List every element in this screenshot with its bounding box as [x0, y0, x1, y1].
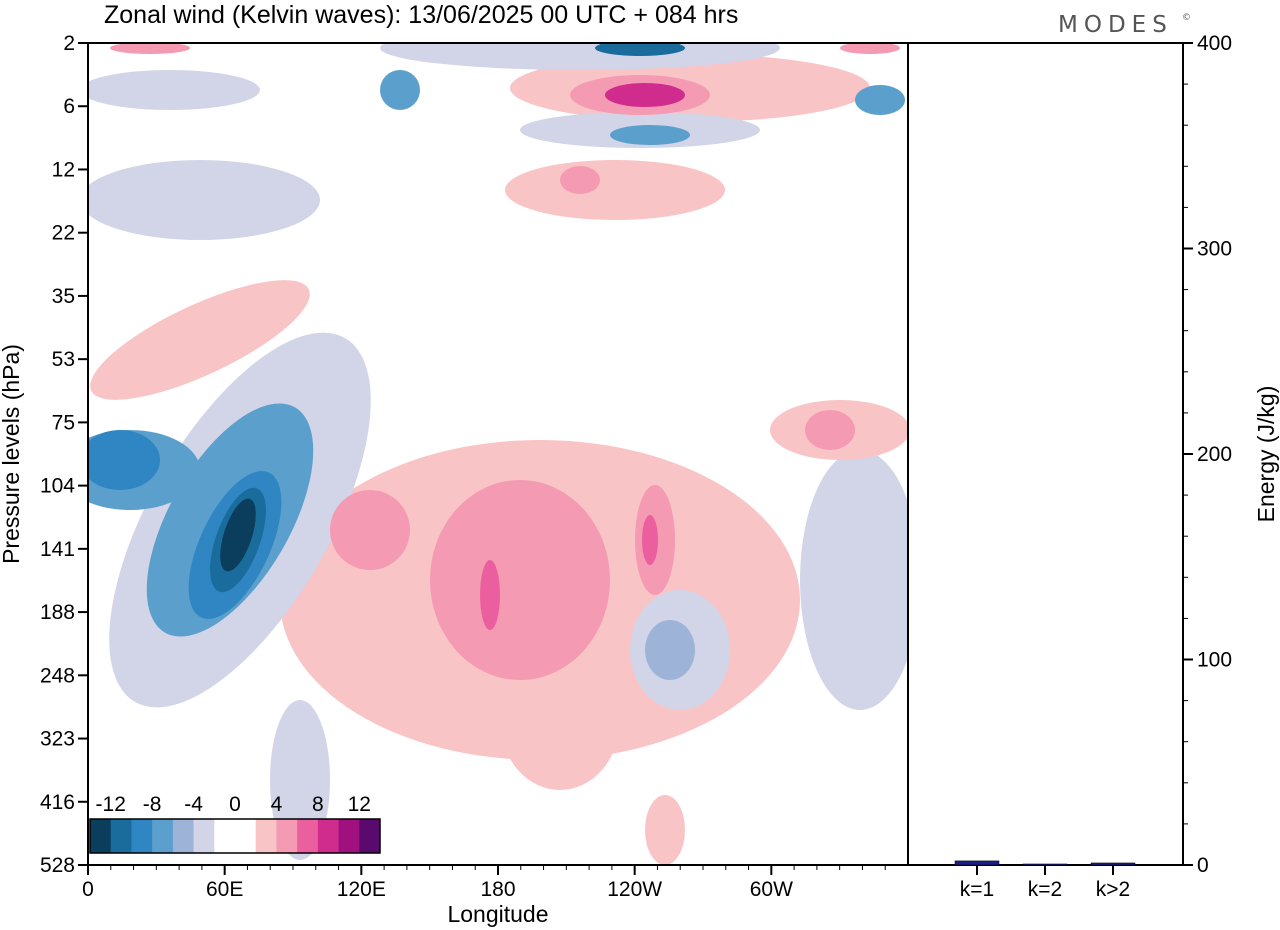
colorbar-label: 0 [229, 793, 241, 816]
heat-region [855, 85, 905, 115]
heat-region [505, 160, 725, 220]
energy-tick-label: 200 [1197, 443, 1232, 466]
heat-region [430, 480, 610, 680]
energy-category-label: k>2 [1096, 878, 1130, 901]
colorbar-swatch [338, 819, 360, 853]
x-axis-title: Longitude [447, 901, 548, 927]
heat-region [800, 450, 908, 710]
colorbar-swatch [255, 819, 277, 853]
energy-bar [954, 860, 1000, 866]
energy-bars [954, 860, 1136, 866]
x-tick-label: 180 [480, 878, 515, 901]
y-tick-label: 528 [40, 854, 75, 877]
heat-region [220, 498, 256, 572]
colorbar-label: -12 [96, 793, 126, 816]
colorbar-swatch [193, 819, 215, 853]
colorbar-frame [89, 818, 381, 854]
colorbar-swatch [172, 819, 195, 853]
heat-region [88, 430, 160, 490]
y-tick-label: 416 [40, 791, 75, 814]
colorbar-swatch [235, 819, 257, 853]
x-tick-label: 60E [206, 878, 243, 901]
colorbar-swatch [152, 819, 174, 853]
energy-category-label: k=1 [960, 878, 994, 901]
x-tick-labels: 0 60E 120E 180 120W 60W [82, 865, 886, 901]
colorbar-label: 12 [348, 793, 371, 816]
colorbar-swatch [131, 819, 153, 853]
heat-region [840, 43, 900, 54]
energy-category-labels: k=1 k=2 k>2 [960, 865, 1130, 901]
heat-region [88, 160, 320, 240]
y-tick-label: 22 [52, 222, 75, 245]
x-tick-label: 0 [82, 878, 94, 901]
heat-region [610, 125, 690, 145]
energy-bar [1022, 863, 1068, 866]
energy-panel-frame [907, 42, 1184, 866]
heat-region [560, 166, 600, 194]
heat-region [380, 43, 780, 70]
y-tick-label: 104 [40, 475, 75, 498]
heatmap-field [88, 43, 908, 865]
heat-region [805, 410, 855, 450]
colorbar-label: 4 [271, 793, 283, 816]
y-tick-label: 53 [52, 348, 75, 371]
heat-region [645, 795, 685, 865]
colorbar-label: -8 [143, 793, 162, 816]
colorbar-label: -4 [184, 793, 203, 816]
colorbar-swatch [110, 819, 132, 853]
energy-axis-title: Energy (J/kg) [1253, 386, 1279, 523]
y-tick-label: 6 [63, 95, 75, 118]
colorbar-swatch [214, 819, 236, 853]
energy-bar [1090, 862, 1136, 866]
energy-category-label: k=2 [1028, 878, 1062, 901]
colorbar-swatch [317, 819, 340, 853]
brand-mark: © [1182, 13, 1191, 23]
y-tick-label: 12 [52, 158, 75, 181]
energy-tick-label: 400 [1197, 32, 1232, 55]
heat-region [380, 70, 420, 110]
heat-region [605, 83, 685, 107]
heat-region [90, 280, 310, 400]
y-tick-label: 75 [52, 411, 75, 434]
energy-tick-labels: 0 100 200 300 400 [1183, 32, 1232, 877]
energy-tick-label: 0 [1197, 854, 1209, 877]
colorbar-swatch [297, 819, 319, 853]
y-tick-label: 141 [40, 538, 75, 561]
y-tick-label: 35 [52, 285, 75, 308]
x-tick-label: 120W [607, 878, 662, 901]
heat-region [110, 43, 190, 54]
colorbar-swatch [90, 819, 112, 853]
chart-title: Zonal wind (Kelvin waves): 13/06/2025 00… [104, 1, 738, 29]
brand-logo: MODES [1058, 12, 1173, 38]
x-tick-label: 60W [750, 878, 793, 901]
heat-region [88, 70, 260, 110]
y-tick-label: 188 [40, 601, 75, 624]
heat-region [645, 620, 695, 680]
energy-tick-label: 100 [1197, 649, 1232, 672]
heat-region [595, 43, 685, 56]
heat-region [500, 650, 620, 790]
y-tick-label: 323 [40, 728, 75, 751]
colorbar-swatch [276, 819, 298, 853]
heat-region [642, 515, 658, 565]
y-tick-label: 2 [63, 32, 75, 55]
colorbar [89, 818, 381, 854]
heat-region [480, 560, 500, 630]
energy-tick-label: 300 [1197, 238, 1232, 261]
colorbar-labels: -12 -8 -4 0 4 8 12 [96, 793, 371, 816]
y-axis-title: Pressure levels (hPa) [0, 344, 24, 564]
colorbar-swatch [359, 819, 381, 853]
y-tick-label: 248 [40, 664, 75, 687]
heat-region [330, 490, 410, 570]
y-tick-labels: 2 6 12 22 35 53 75 104 141 188 248 323 416 528 [40, 32, 88, 877]
x-tick-label: 120E [337, 878, 386, 901]
colorbar-label: 8 [312, 793, 324, 816]
